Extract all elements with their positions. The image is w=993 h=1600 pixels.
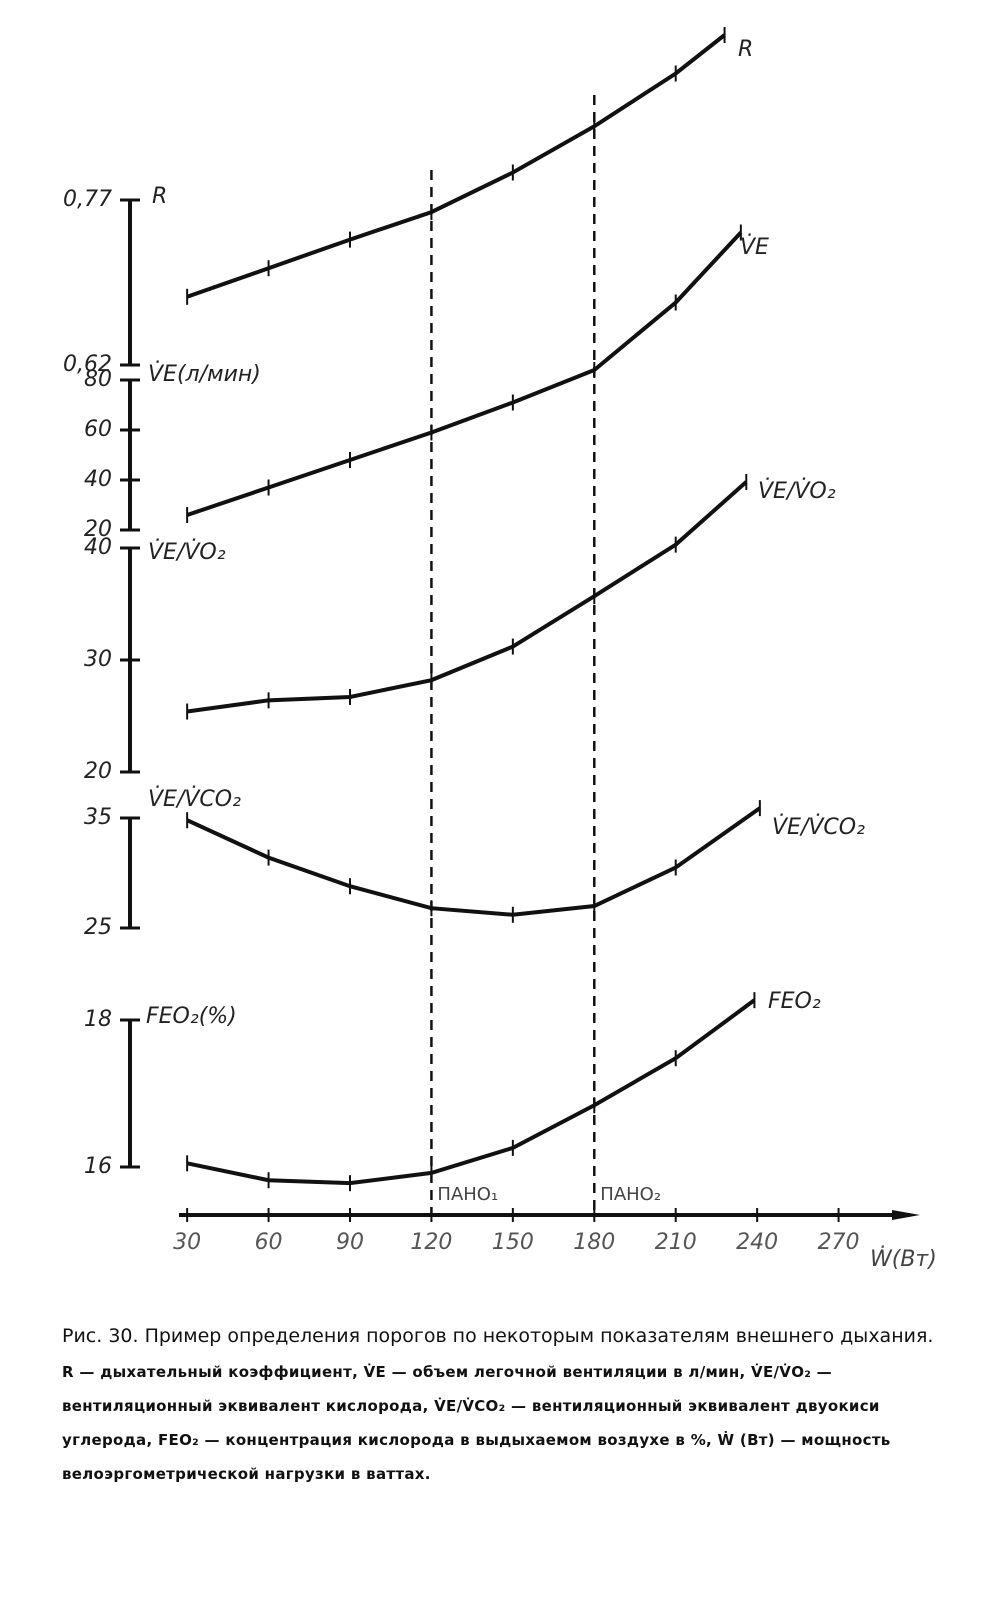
line-label: R — [738, 37, 753, 62]
data-line — [186, 806, 762, 917]
axis-label: V̇E/V̇O₂ — [148, 539, 226, 565]
y-tick-label: 0,77 — [63, 187, 112, 212]
y-tick-label: 25 — [84, 915, 112, 940]
y-tick-label: 20 — [84, 759, 112, 784]
caption-text: R — дыхательный коэффициент, V̇E — объем… — [62, 1363, 891, 1483]
caption: Рис. 30. Пример определения порогов по н… — [62, 1325, 942, 1491]
x-tick-label: 60 — [255, 1230, 283, 1255]
x-tick-label: 120 — [410, 1230, 452, 1255]
caption-title: Рис. 30. Пример определения порогов по н… — [62, 1325, 934, 1347]
data-line — [186, 33, 726, 299]
y-tick-label: 20 — [84, 517, 112, 542]
x-tick-label: 90 — [336, 1230, 364, 1255]
x-tick-label: 210 — [655, 1230, 697, 1255]
y-tick-label: 16 — [84, 1154, 112, 1179]
threshold-label: ПАНО₂ — [600, 1184, 661, 1205]
y-tick-label: 40 — [84, 467, 112, 492]
line-label: V̇E/V̇CO₂ — [772, 814, 865, 840]
y-tick-label: 35 — [84, 805, 112, 830]
x-tick-label: 150 — [492, 1230, 534, 1255]
line-label: V̇E — [740, 234, 769, 260]
x-axis-arrow — [892, 1210, 920, 1220]
axis-label: R — [152, 184, 167, 209]
x-tick-label: 30 — [173, 1230, 201, 1255]
line-label: FEO₂ — [768, 989, 821, 1014]
axis-label: V̇E/V̇CO₂ — [148, 786, 241, 812]
y-tick-label: 30 — [84, 647, 112, 672]
y-tick-label: 60 — [84, 417, 112, 442]
data-line — [186, 231, 743, 517]
y-tick-label: 40 — [84, 535, 112, 560]
y-tick-label: 0,62 — [63, 352, 112, 377]
data-line — [186, 998, 756, 1186]
axis-label: V̇E(л/мин) — [148, 361, 261, 387]
x-tick-label: 180 — [573, 1230, 615, 1255]
data-line — [186, 480, 748, 714]
x-tick-label: 240 — [736, 1230, 778, 1255]
x-axis-label: Ẇ(Вт) — [870, 1246, 937, 1272]
line-label: V̇E/V̇O₂ — [758, 478, 836, 504]
y-tick-label: 18 — [84, 1007, 112, 1032]
y-tick-label: 80 — [84, 367, 112, 392]
axis-label: FEO₂(%) — [146, 1004, 237, 1029]
threshold-label: ПАНО₁ — [437, 1184, 498, 1205]
x-tick-label: 270 — [818, 1230, 860, 1255]
